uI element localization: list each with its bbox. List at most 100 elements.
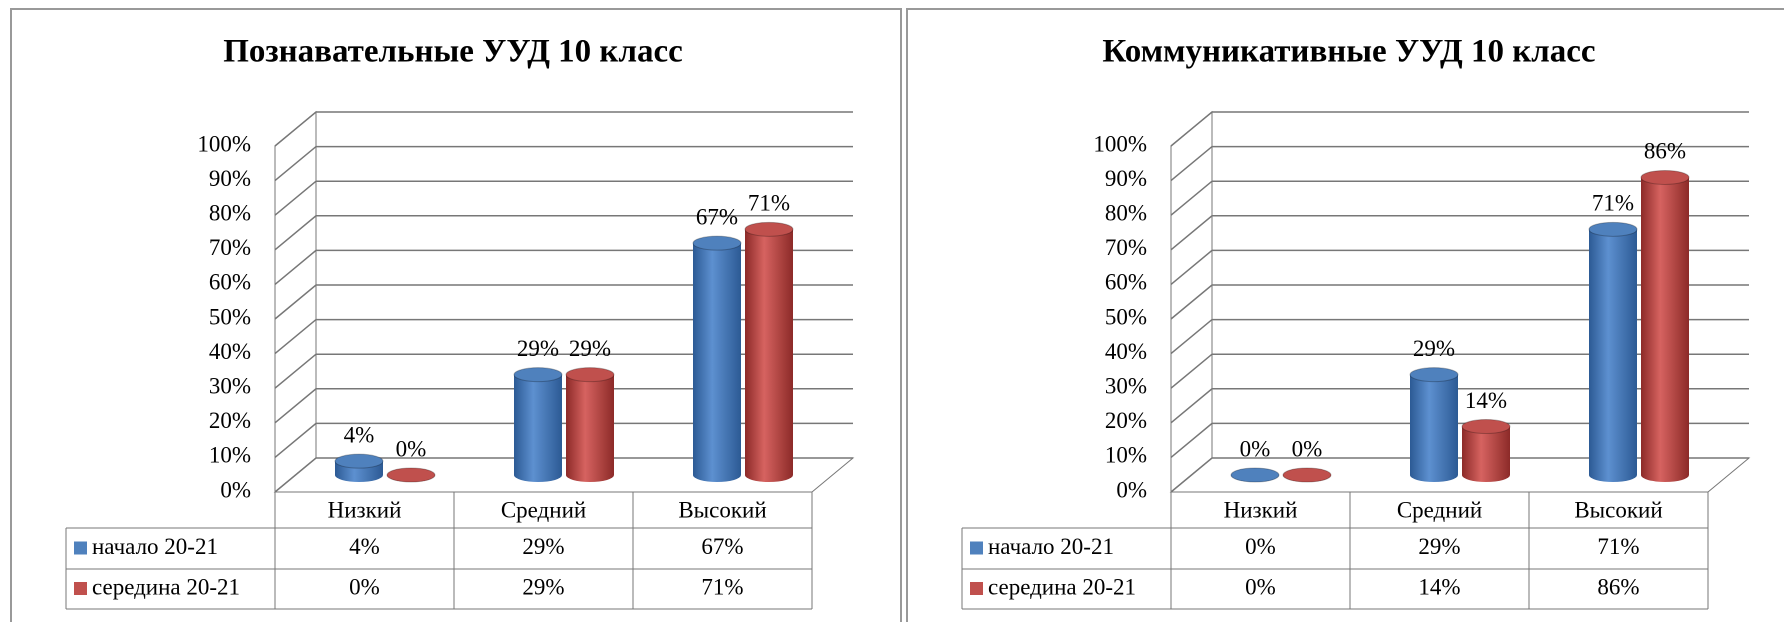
bar-top [565, 367, 615, 383]
grid-line [1170, 180, 1749, 216]
table-value: 0% [349, 574, 380, 599]
chart-title: Познавательные УУД 10 класс [223, 34, 683, 70]
grid-line [274, 249, 853, 285]
y-tick-label: 30% [209, 373, 251, 398]
y-tick-label: 20% [209, 408, 251, 433]
grid-line [1170, 318, 1749, 355]
y-tick-label: 50% [1105, 304, 1147, 329]
grid-line [1170, 111, 1749, 147]
y-tick-label: 80% [209, 200, 251, 225]
bar [1282, 467, 1332, 483]
bar-top [334, 453, 384, 469]
grid-line [274, 422, 853, 458]
grid-line [1170, 284, 1749, 320]
bar [513, 367, 563, 482]
y-tick-label: 90% [209, 166, 251, 191]
bar-body [1410, 374, 1458, 482]
table-value: 4% [349, 534, 380, 559]
table-value: 67% [701, 534, 743, 559]
y-tick-label: 100% [197, 131, 251, 156]
grid-line [1170, 457, 1749, 493]
legend-swatch [970, 582, 983, 595]
table-value: 29% [522, 574, 564, 599]
data-label: 29% [517, 336, 559, 361]
data-label: 71% [1592, 191, 1634, 216]
bar [1588, 221, 1638, 482]
legend-label: середина 20-21 [988, 574, 1136, 599]
grid-line [274, 284, 853, 320]
x-tick-label: Высокий [678, 497, 766, 522]
y-tick-label: 80% [1105, 200, 1147, 225]
table-value: 0% [1245, 574, 1276, 599]
bar [692, 235, 742, 482]
data-label: 71% [748, 191, 790, 216]
legend-swatch [74, 582, 87, 595]
bar-body [1589, 229, 1637, 482]
chart-title: Коммуникативные УУД 10 класс [1102, 34, 1595, 70]
legend-label: начало 20-21 [92, 534, 218, 559]
data-label: 0% [1240, 436, 1271, 461]
table-value: 14% [1418, 574, 1460, 599]
bar-top [1640, 169, 1690, 185]
y-tick-label: 70% [209, 235, 251, 260]
bar-top [1588, 221, 1638, 237]
grid-line [274, 318, 853, 355]
bar-body [566, 374, 614, 482]
y-tick-label: 100% [1093, 131, 1147, 156]
x-tick-label: Низкий [1224, 497, 1298, 522]
y-tick-label: 30% [1105, 373, 1147, 398]
data-label: 0% [396, 436, 427, 461]
chart: Познавательные УУД 10 класс 0% 10% 20% 30% 40… [65, 34, 855, 610]
y-tick-label: 0% [220, 477, 251, 502]
bar [1409, 367, 1459, 482]
bar-top [1409, 367, 1459, 383]
bar-top [1230, 467, 1280, 483]
legend-label: начало 20-21 [988, 534, 1114, 559]
bar-body [693, 243, 741, 482]
bar [386, 467, 436, 483]
data-label: 86% [1644, 139, 1686, 164]
table-value: 0% [1245, 534, 1276, 559]
bar [565, 367, 615, 482]
table-value: 29% [522, 534, 564, 559]
grid-line [274, 457, 853, 493]
y-tick-label: 10% [209, 443, 251, 468]
grid-line [1170, 353, 1749, 389]
y-tick-label: 20% [1105, 408, 1147, 433]
grid-line [1170, 249, 1749, 285]
x-tick-label: Средний [501, 497, 586, 522]
grid-line [1170, 422, 1749, 458]
bar-top [386, 467, 436, 483]
legend-swatch [74, 541, 87, 555]
panel-frame [906, 8, 1784, 622]
grid-line [274, 353, 853, 389]
bar-top [513, 367, 563, 383]
data-label: 14% [1465, 388, 1507, 413]
data-label: 29% [1413, 336, 1455, 361]
data-label: 29% [569, 336, 611, 361]
table-value: 71% [701, 574, 743, 599]
bar-top [744, 221, 794, 237]
table-value: 71% [1597, 534, 1639, 559]
data-label: 0% [1292, 436, 1323, 461]
bar [1640, 169, 1690, 482]
x-tick-label: Высокий [1574, 497, 1662, 522]
y-tick-label: 70% [1105, 235, 1147, 260]
y-tick-label: 40% [209, 339, 251, 364]
y-tick-label: 90% [1105, 166, 1147, 191]
y-tick-label: 60% [209, 270, 251, 295]
bar-body [1462, 426, 1510, 482]
bar-body [514, 374, 562, 482]
y-tick-label: 50% [209, 304, 251, 329]
bar [1461, 419, 1511, 482]
bar-top [1282, 467, 1332, 483]
chart: Коммуникативные УУД 10 класс 0% 10% 20% 30% 4… [961, 34, 1751, 610]
grid-line [274, 215, 853, 251]
bar [1230, 467, 1280, 483]
grid-line [1170, 388, 1749, 424]
legend-swatch [970, 541, 983, 555]
bar-top [692, 235, 742, 251]
grid-line [274, 145, 853, 182]
panel-frame [10, 8, 902, 622]
